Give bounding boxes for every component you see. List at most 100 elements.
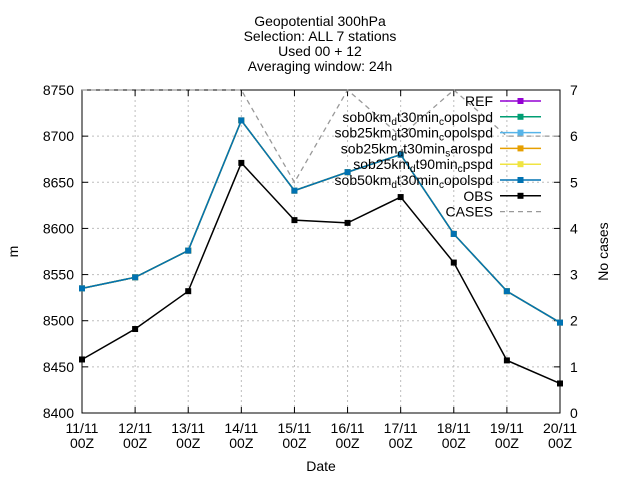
- y-tick-label: 8600: [43, 220, 74, 236]
- legend-label-part: sob25km: [353, 156, 410, 172]
- legend-swatch-marker: [517, 177, 524, 183]
- chart-title-line-1: Geopotential 300hPa: [254, 13, 386, 29]
- x-tick-label-date: 18/11: [437, 420, 471, 436]
- data-point: [238, 117, 245, 124]
- y2-tick-label: 2: [570, 313, 578, 329]
- legend-label-part: sob25km: [335, 125, 392, 141]
- data-point: [397, 194, 404, 201]
- y2-tick-label: 1: [570, 359, 578, 375]
- legend-label-part: c: [458, 164, 463, 175]
- x-tick-label-hour: 00Z: [176, 435, 201, 451]
- y-tick-label: 8750: [43, 82, 74, 98]
- y-axis-title: m: [5, 246, 21, 258]
- y2-axis-title: No cases: [595, 222, 611, 280]
- plot-frame: [81, 89, 561, 414]
- legend-label-part: CASES: [446, 204, 493, 220]
- legend-label-part: opolspd: [444, 109, 493, 125]
- legend-swatch-marker: [517, 145, 524, 152]
- legend-label-obs: OBS: [463, 188, 493, 204]
- y-tick-label: 8500: [43, 313, 74, 329]
- legend-label-part: t30min: [397, 125, 439, 141]
- data-point: [397, 151, 404, 158]
- data-point: [79, 285, 85, 292]
- series-line: [81, 161, 561, 385]
- x-tick-label-date: 13/11: [171, 420, 205, 436]
- data-point: [185, 288, 192, 295]
- x-tick-label-date: 17/11: [384, 420, 418, 436]
- y2-tick-label: 5: [570, 174, 578, 190]
- legend-label-part: opolspd: [444, 172, 493, 188]
- legend-label-part: arospd: [450, 140, 493, 156]
- legend-label-sob50kmdt30mincopolspd: sob50kmdt30mincopolspd: [335, 172, 493, 191]
- data-point: [344, 169, 351, 176]
- legend-label-part: sob50km: [335, 172, 392, 188]
- legend-label-part: d: [391, 133, 397, 144]
- x-tick-label-hour: 00Z: [442, 435, 467, 451]
- legend-label-part: d: [391, 117, 397, 128]
- data-point: [132, 274, 139, 281]
- y2-tick-label: 6: [570, 128, 578, 144]
- data-point: [557, 380, 563, 387]
- legend-label-part: pspd: [463, 156, 493, 172]
- x-tick-label-hour: 00Z: [548, 435, 573, 451]
- y-tick-label: 8650: [43, 174, 74, 190]
- legend-label-part: c: [439, 117, 444, 128]
- legend-label-sob25kmdt30mincopolspd: sob25kmdt30mincopolspd: [335, 125, 493, 144]
- legend-label-part: d: [391, 180, 397, 191]
- x-tick-label-date: 20/11: [543, 420, 577, 436]
- legend-label-part: c: [439, 133, 444, 144]
- legend-label-part: s: [445, 148, 450, 159]
- data-point: [557, 319, 563, 326]
- series-sob50kmdt30mincopolspd: [79, 117, 563, 326]
- series-line: [82, 88, 560, 184]
- legend-label-part: d: [410, 164, 416, 175]
- data-point: [503, 357, 510, 364]
- legend-label-ref: REF: [465, 93, 493, 109]
- legend-label-part: t30min: [403, 140, 445, 156]
- y2-tick-label: 0: [570, 405, 578, 421]
- data-point: [132, 326, 139, 333]
- x-tick-label-hour: 00Z: [70, 435, 95, 451]
- y-tick-label: 8550: [43, 267, 74, 283]
- series-obs: [79, 159, 563, 387]
- data-point: [291, 187, 298, 194]
- legend-label-cases: CASES: [446, 204, 493, 220]
- legend-label-sob25kmdt30minsarospd: sob25kmdt30minsarospd: [341, 140, 493, 159]
- legend-swatch-marker: [517, 192, 524, 199]
- legend-label-part: sob0km: [342, 109, 391, 125]
- legend-swatch-marker: [517, 161, 524, 168]
- x-tick-label-hour: 00Z: [229, 435, 254, 451]
- x-axis-title: Date: [306, 458, 336, 474]
- chart-title-line-2: Selection: ALL 7 stations: [244, 28, 397, 44]
- legend-swatch-marker: [517, 113, 524, 120]
- x-tick-label-date: 11/11: [66, 420, 99, 436]
- x-tick-label-date: 15/11: [277, 420, 311, 436]
- x-tick-label-hour: 00Z: [335, 435, 360, 451]
- legend-label-part: d: [398, 148, 404, 159]
- legend-label-part: c: [439, 180, 444, 191]
- legend: REFsob0kmdt30mincopolspdsob25kmdt30minco…: [335, 93, 541, 220]
- x-tick-label-date: 16/11: [331, 420, 365, 436]
- legend-swatch-marker: [517, 98, 524, 104]
- x-tick-label-hour: 00Z: [495, 435, 520, 451]
- y2-tick-label: 3: [570, 267, 578, 283]
- legend-label-part: t30min: [397, 172, 439, 188]
- legend-label-part: t30min: [397, 109, 439, 125]
- data-point: [503, 288, 510, 295]
- data-point: [291, 217, 298, 224]
- legend-label-part: sob25km: [341, 140, 398, 156]
- x-tick-label-date: 12/11: [118, 420, 152, 436]
- legend-label-part: opolspd: [444, 125, 493, 141]
- y-tick-label: 8700: [43, 128, 74, 144]
- y-tick-label: 8450: [43, 359, 74, 375]
- legend-label-sob0kmdt30mincopolspd: sob0kmdt30mincopolspd: [342, 109, 493, 128]
- legend-label-part: t90min: [416, 156, 458, 172]
- x-tick-label-hour: 00Z: [389, 435, 414, 451]
- data-point: [344, 219, 351, 226]
- data-point: [185, 247, 192, 254]
- data-point: [450, 259, 457, 266]
- series-cases: [82, 88, 560, 184]
- data-point: [79, 356, 85, 363]
